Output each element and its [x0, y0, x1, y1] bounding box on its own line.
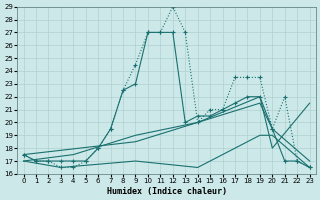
X-axis label: Humidex (Indice chaleur): Humidex (Indice chaleur) [107, 187, 227, 196]
